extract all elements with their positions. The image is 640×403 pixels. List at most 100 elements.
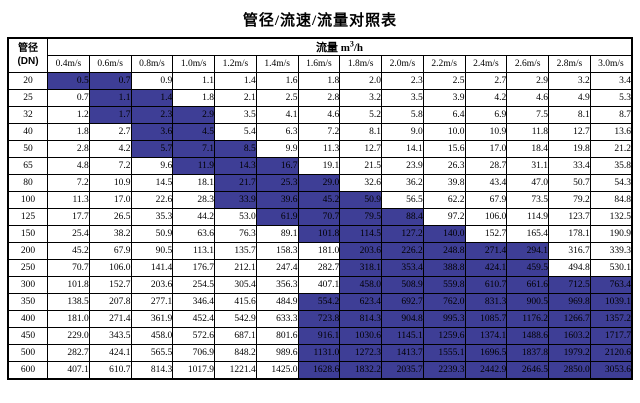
flow-cell: 565.5 — [130, 344, 174, 362]
flow-cell: 123.7 — [548, 208, 591, 226]
flow-cell: 508.9 — [381, 276, 424, 294]
flow-cell: 11.8 — [506, 123, 549, 141]
flow-cell: 5.7 — [130, 140, 174, 158]
dn-cell: 125 — [7, 208, 48, 226]
flow-cell: 2.3 — [381, 72, 424, 90]
flow-cell: 969.8 — [548, 293, 591, 311]
flow-cell: 23.9 — [381, 157, 424, 175]
flow-cell: 35.3 — [130, 208, 174, 226]
flow-cell: 79.2 — [548, 191, 591, 209]
flow-cell: 25.3 — [255, 174, 299, 192]
dn-cell: 250 — [7, 259, 48, 277]
flow-cell: 97.2 — [422, 208, 466, 226]
flow-cell: 2239.3 — [422, 361, 466, 380]
flow-cell: 50.9 — [339, 191, 382, 209]
flow-cell: 3.2 — [548, 72, 591, 90]
flow-cell: 2035.7 — [381, 361, 424, 380]
flow-cell: 633.3 — [255, 310, 299, 328]
flow-cell: 152.7 — [88, 276, 132, 294]
flow-cell: 661.6 — [506, 276, 549, 294]
velocity-header: 2.4m/s — [464, 55, 508, 73]
flow-cell: 1.8 — [297, 72, 341, 90]
flow-cell: 814.3 — [130, 361, 174, 380]
flow-cell: 3053.6 — [589, 361, 633, 380]
flow-cell: 135.7 — [214, 242, 257, 260]
flow-cell: 101.8 — [47, 276, 90, 294]
flow-cell: 138.5 — [47, 293, 90, 311]
velocity-header: 2.6m/s — [506, 55, 549, 73]
flow-cell: 1837.8 — [506, 344, 549, 362]
flow-cell: 226.2 — [381, 242, 424, 260]
flow-cell: 28.7 — [464, 157, 508, 175]
flow-cell: 9.9 — [255, 140, 299, 158]
flow-cell: 346.4 — [172, 293, 215, 311]
flow-cell: 6.9 — [464, 106, 508, 124]
flow-cell: 76.3 — [214, 225, 257, 243]
dn-cell: 500 — [7, 344, 48, 362]
flow-cell: 2.9 — [172, 106, 215, 124]
dn-cell: 80 — [7, 174, 48, 192]
table-body: 20 0.5 0.7 0.9 1.1 1.4 1.6 1.8 2.0 2.3 2.5 2.7 2.9 3.… — [7, 72, 633, 380]
flow-cell: 190.9 — [589, 225, 633, 243]
flow-cell: 56.5 — [381, 191, 424, 209]
flow-cell: 0.5 — [47, 72, 90, 90]
dn-cell: 600 — [7, 361, 48, 380]
flow-cell: 554.2 — [297, 293, 341, 311]
flow-cell: 70.7 — [297, 208, 341, 226]
flow-cell: 2120.6 — [589, 344, 633, 362]
flow-cell: 203.6 — [339, 242, 382, 260]
flow-cell: 1488.6 — [506, 327, 549, 345]
flow-cell: 2.7 — [464, 72, 508, 90]
flow-cell: 2.0 — [339, 72, 382, 90]
flow-cell: 212.1 — [214, 259, 257, 277]
flow-cell: 1979.2 — [548, 344, 591, 362]
flow-cell: 2646.5 — [506, 361, 549, 380]
flow-cell: 36.2 — [381, 174, 424, 192]
flow-cell: 424.1 — [88, 344, 132, 362]
table-row: 100 11.3 17.0 22.6 28.3 33.9 39.6 45.2 50.9 56.5 6… — [7, 191, 633, 209]
flow-cell: 181.0 — [47, 310, 90, 328]
velocity-header: 2.2m/s — [422, 55, 466, 73]
flow-cell: 8.7 — [589, 106, 633, 124]
flow-cell: 271.4 — [88, 310, 132, 328]
flow-cell: 84.8 — [589, 191, 633, 209]
flow-cell: 5.2 — [339, 106, 382, 124]
flow-cell: 542.9 — [214, 310, 257, 328]
flow-cell: 44.2 — [172, 208, 215, 226]
flow-cell: 26.3 — [422, 157, 466, 175]
flow-cell: 762.0 — [422, 293, 466, 311]
flow-cell: 4.2 — [464, 89, 508, 107]
flow-cell: 356.3 — [255, 276, 299, 294]
velocity-header: 2.8m/s — [548, 55, 591, 73]
flow-cell: 353.4 — [381, 259, 424, 277]
flow-cell: 7.2 — [47, 174, 90, 192]
flow-cell: 152.7 — [464, 225, 508, 243]
flow-cell: 10.0 — [422, 123, 466, 141]
flow-cell: 3.5 — [214, 106, 257, 124]
flow-cell: 16.7 — [255, 157, 299, 175]
table-row: 450 229.0 343.5 458.0 572.6 687.1 801.6 916.1 10… — [7, 327, 633, 345]
velocity-header: 2.0m/s — [381, 55, 424, 73]
flow-cell: 687.1 — [214, 327, 257, 345]
flow-cell: 22.6 — [130, 191, 174, 209]
flow-cell: 494.8 — [548, 259, 591, 277]
flow-cell: 29.0 — [297, 174, 341, 192]
flow-cell: 1357.2 — [589, 310, 633, 328]
flow-cell: 801.6 — [255, 327, 299, 345]
flow-cell: 282.7 — [47, 344, 90, 362]
flow-cell: 73.5 — [506, 191, 549, 209]
dn-cell: 300 — [7, 276, 48, 294]
flow-cell: 692.7 — [381, 293, 424, 311]
flow-cell: 343.5 — [88, 327, 132, 345]
flow-cell: 1221.4 — [214, 361, 257, 380]
header-row-top: 管径 (DN) 流量 m3/h — [7, 37, 633, 73]
flow-cell: 8.5 — [214, 140, 257, 158]
flow-cell: 3.6 — [130, 123, 174, 141]
table-row: 200 45.2 67.9 90.5 113.1 135.7 158.3 181.0 203.6… — [7, 242, 633, 260]
flow-cell: 723.8 — [297, 310, 341, 328]
flow-cell: 831.3 — [464, 293, 508, 311]
flow-cell: 32.6 — [339, 174, 382, 192]
flow-cell: 2.8 — [47, 140, 90, 158]
flow-cell: 7.5 — [506, 106, 549, 124]
table-row: 40 1.8 2.7 3.6 4.5 5.4 6.3 7.2 8.1 9.0 10.0 10.9 11.… — [7, 123, 633, 141]
